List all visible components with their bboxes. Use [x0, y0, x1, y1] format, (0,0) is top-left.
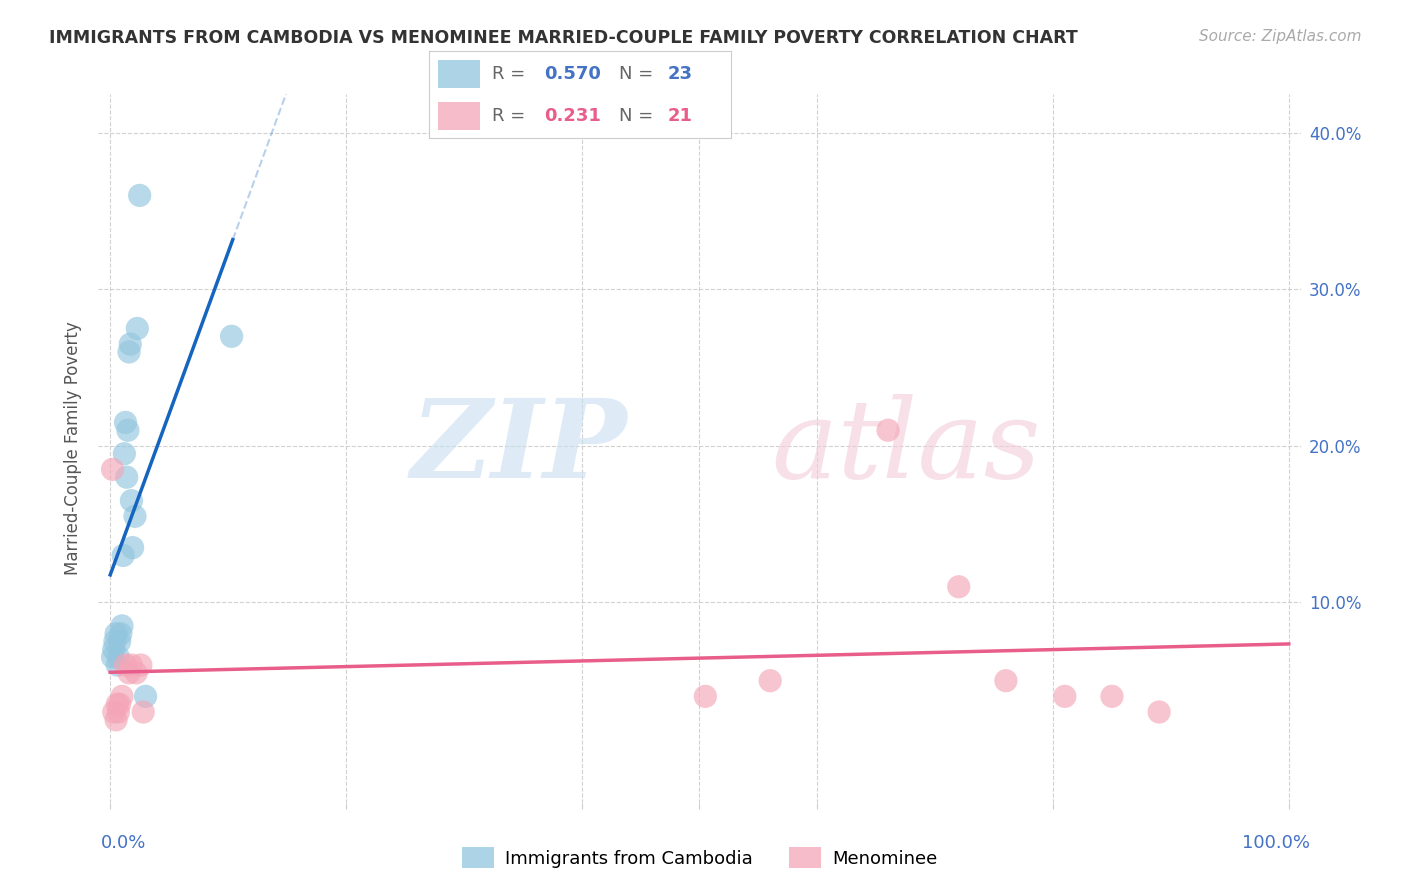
Point	[112, 549, 135, 563]
Point	[121, 541, 143, 555]
Text: atlas: atlas	[772, 394, 1042, 502]
Point	[108, 634, 131, 648]
Text: R =: R =	[492, 64, 531, 83]
Text: N =: N =	[619, 106, 659, 125]
Point	[994, 673, 1017, 688]
Point	[107, 650, 129, 665]
Point	[120, 337, 142, 351]
Point	[125, 665, 148, 680]
Text: IMMIGRANTS FROM CAMBODIA VS MENOMINEE MARRIED-COUPLE FAMILY POVERTY CORRELATION : IMMIGRANTS FROM CAMBODIA VS MENOMINEE MA…	[49, 29, 1078, 46]
Text: 0.231: 0.231	[544, 106, 600, 125]
Bar	[437, 102, 481, 129]
Point	[107, 705, 129, 719]
Point	[114, 416, 136, 430]
Point	[108, 697, 131, 711]
Point	[695, 690, 717, 704]
Point	[221, 329, 243, 343]
Text: 23: 23	[668, 64, 693, 83]
Point	[105, 697, 128, 711]
Point	[111, 619, 134, 633]
Point	[103, 642, 125, 657]
Text: 100.0%: 100.0%	[1243, 834, 1310, 852]
Text: 21: 21	[668, 106, 693, 125]
Point	[101, 650, 124, 665]
Point	[105, 658, 128, 673]
Point	[105, 713, 128, 727]
Point	[112, 447, 135, 461]
Text: 0.570: 0.570	[544, 64, 600, 83]
Text: N =: N =	[619, 64, 659, 83]
Point	[110, 626, 132, 640]
Point	[120, 493, 142, 508]
Point	[127, 321, 149, 335]
Point	[114, 658, 136, 673]
Point	[101, 462, 124, 476]
Point	[1053, 690, 1076, 704]
Text: ZIP: ZIP	[411, 394, 627, 502]
Point	[132, 705, 155, 719]
Legend: Immigrants from Cambodia, Menominee: Immigrants from Cambodia, Menominee	[454, 840, 945, 875]
Point	[118, 345, 141, 359]
Point	[877, 423, 900, 437]
Point	[118, 665, 141, 680]
Point	[103, 705, 125, 719]
Y-axis label: Married-Couple Family Poverty: Married-Couple Family Poverty	[65, 321, 83, 575]
Point	[759, 673, 782, 688]
Point	[135, 690, 157, 704]
Point	[115, 470, 138, 484]
Text: Source: ZipAtlas.com: Source: ZipAtlas.com	[1198, 29, 1361, 44]
Bar	[437, 60, 481, 87]
Point	[120, 658, 142, 673]
Point	[111, 690, 134, 704]
Point	[948, 580, 970, 594]
Point	[1147, 705, 1170, 719]
Text: R =: R =	[492, 106, 531, 125]
Point	[104, 634, 127, 648]
Point	[1101, 690, 1123, 704]
Point	[129, 658, 152, 673]
Point	[117, 423, 139, 437]
Point	[124, 509, 146, 524]
Text: 0.0%: 0.0%	[101, 834, 146, 852]
Point	[128, 188, 150, 202]
Point	[105, 626, 128, 640]
